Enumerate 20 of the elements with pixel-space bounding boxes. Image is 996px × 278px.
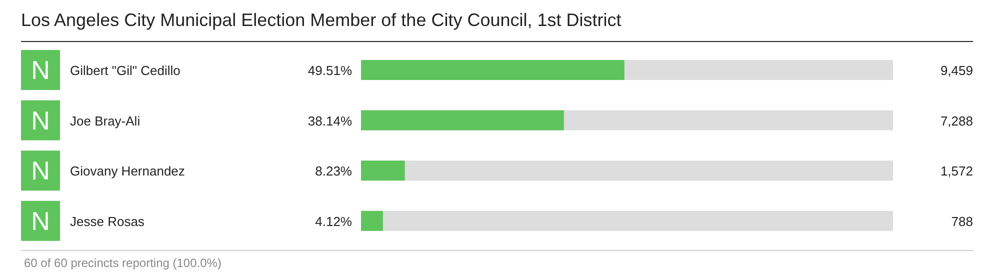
- text: N: [31, 55, 50, 85]
- text: N: [31, 206, 50, 236]
- bar: [361, 160, 405, 181]
- text: 788: [951, 214, 973, 229]
- text: 9,459: [940, 63, 973, 78]
- y-tick-label: Gilbert "Gil" Cedillo: [70, 63, 180, 78]
- text: N: [31, 156, 50, 186]
- y-tick-label: Jesse Rosas: [70, 214, 145, 229]
- data-label: 8.23%: [315, 164, 352, 179]
- text: 60 of 60 precincts reporting (100.0%): [24, 256, 222, 270]
- data-label: 49.51%: [308, 63, 352, 78]
- bar: [361, 210, 383, 231]
- y-tick-label: Joe Bray-Ali: [70, 113, 140, 128]
- text: 7,288: [940, 113, 973, 128]
- y-tick-label: Giovany Hernandez: [70, 164, 185, 179]
- chart-title: Los Angeles City Municipal Election Member of the City Council, 1st District: [21, 10, 622, 30]
- text: N: [31, 105, 50, 136]
- data-label: 4.12%: [315, 214, 352, 229]
- data-label: 38.14%: [308, 113, 352, 128]
- text: 1,572: [940, 164, 973, 179]
